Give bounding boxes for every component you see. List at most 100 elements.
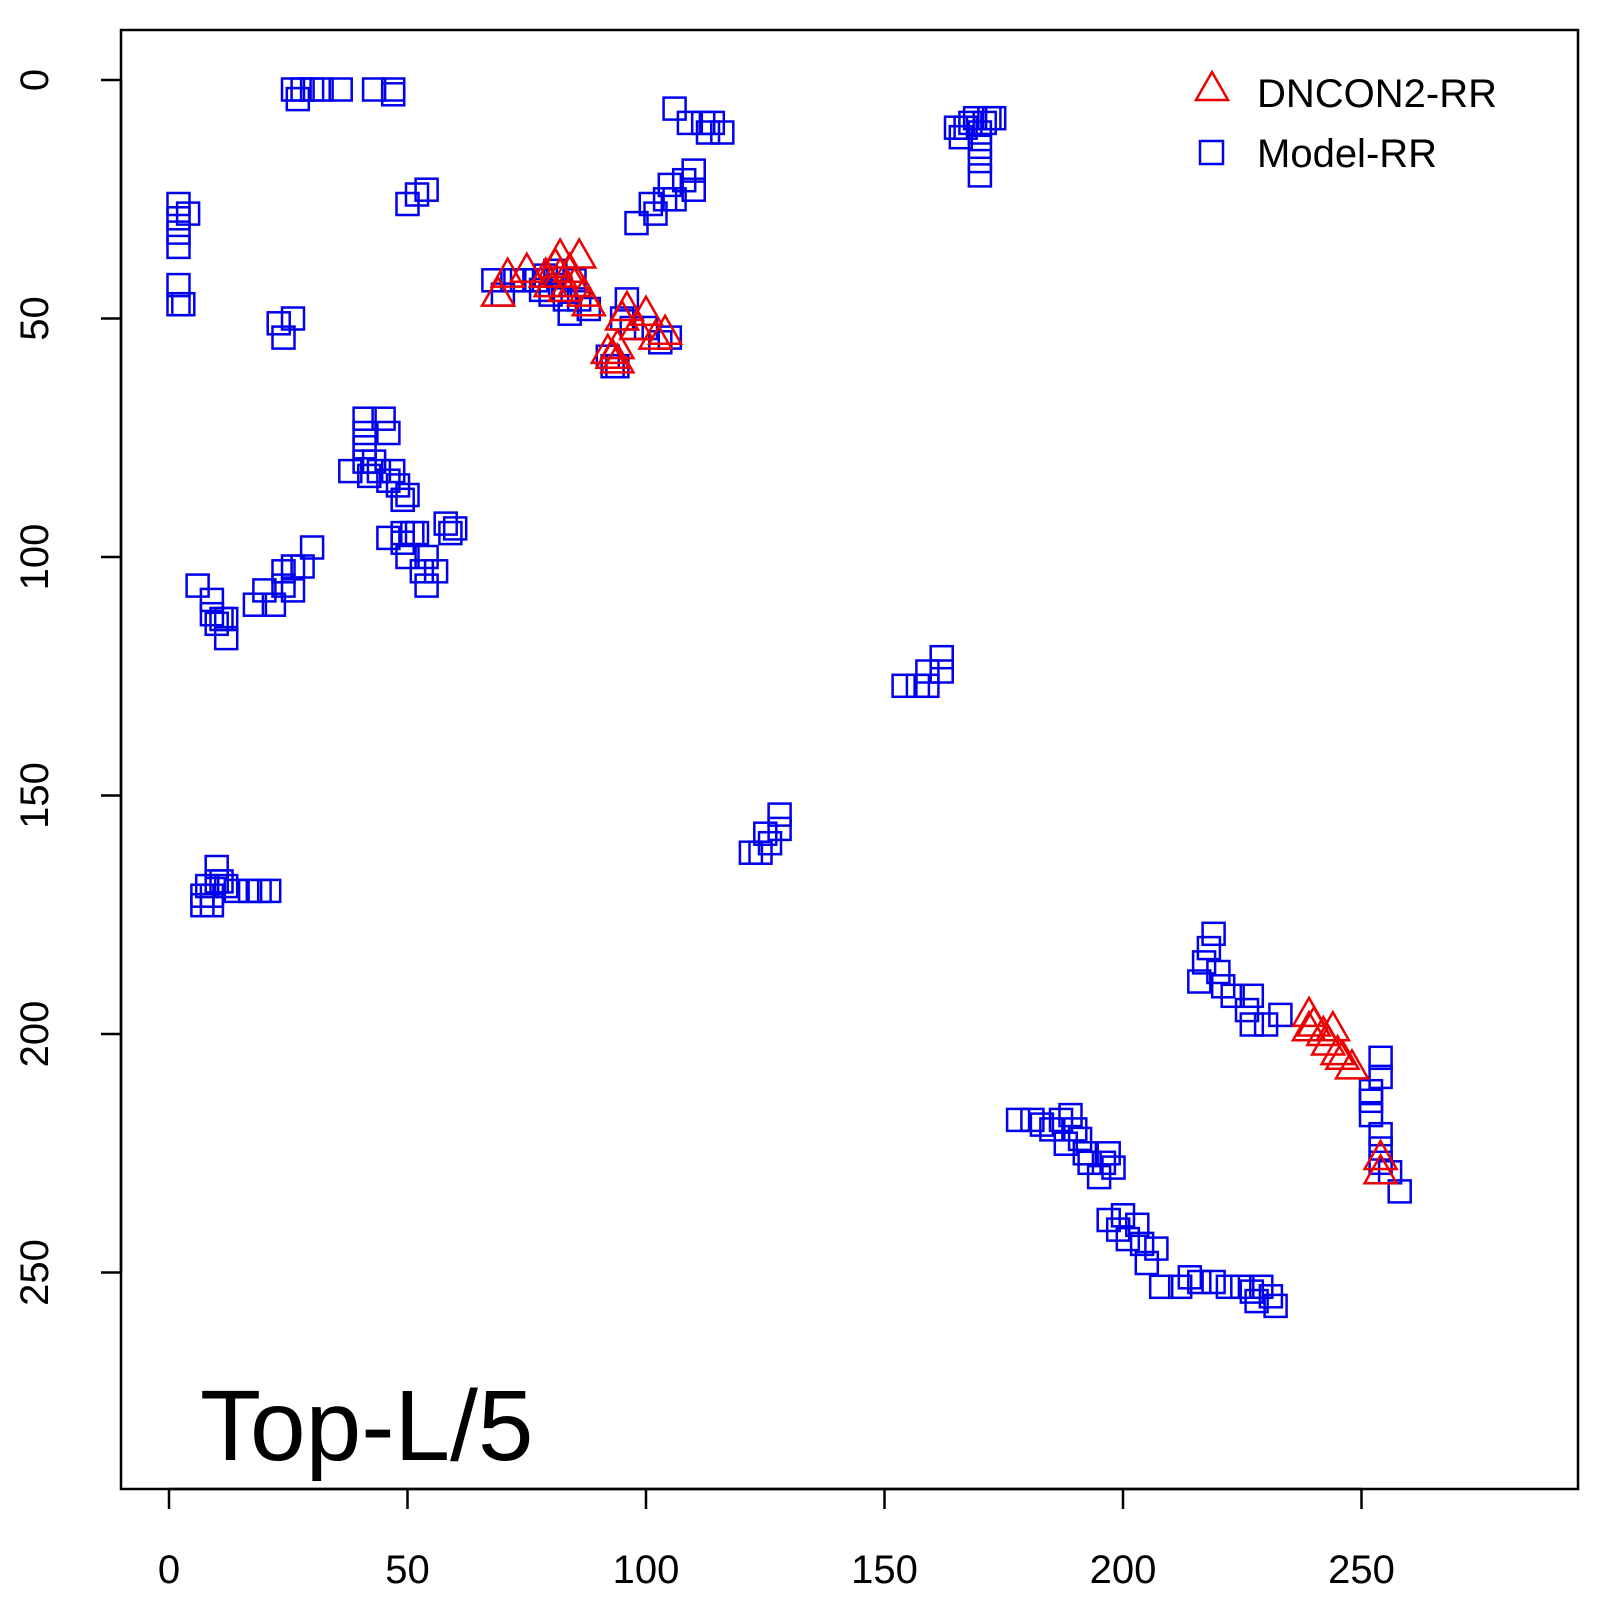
model-rr-point [256,878,282,904]
model-rr-point [1086,1164,1112,1190]
model-rr-point [967,163,993,188]
model-rr-point [929,644,954,670]
model-rr-point [1253,1012,1279,1037]
model-rr-point [552,287,578,312]
model-rr-point [414,177,439,202]
model-rr-point [638,191,664,217]
model-rr-point [1177,1265,1203,1290]
model-rr-point [1263,1293,1288,1319]
model-rr-point [261,592,287,617]
dncon2-rr-point [599,327,636,360]
model-rr-point [1067,1126,1093,1152]
model-rr-point [361,77,387,102]
model-rr-point [972,110,997,136]
model-rr-point [242,592,268,617]
model-rr-point [166,272,191,298]
model-rr-point [1048,1107,1074,1133]
model-rr-point [366,458,392,484]
model-rr-point [967,134,993,160]
legend-marker-dncon2-rr [1193,69,1231,102]
model-rr-point [438,520,463,546]
model-rr-point [681,177,706,202]
model-rr-point [213,606,239,632]
model-rr-point [1230,1274,1255,1300]
model-rr-point [1187,1269,1212,1295]
model-rr-point [1239,1012,1265,1037]
model-rr-point [481,268,506,293]
model-rr-point [290,554,315,579]
model-rr-point [1115,1226,1141,1252]
x-tick-label: 250 [1328,1548,1395,1592]
model-rr-point [280,578,306,603]
model-rr-point [1125,1212,1150,1238]
model-rr-point [1368,1121,1393,1147]
model-rr-point [1077,1150,1102,1176]
model-rr-point [1148,1274,1174,1300]
y-tick-label: 200 [13,1001,57,1068]
legend-label-dncon2-rr: DNCON2-RR [1257,72,1497,116]
model-rr-point [953,115,978,140]
model-rr-point [209,869,234,894]
model-rr-point [309,77,334,102]
model-rr-point [1020,1107,1045,1133]
dncon2-rr-point [546,270,584,303]
y-tick-label: 250 [13,1239,57,1306]
dncon2-rr-point [508,251,545,284]
dncon2-rr-point [1333,1047,1371,1080]
model-rr-point [657,172,683,198]
model-rr-point [538,282,563,307]
model-rr-point [1058,1102,1083,1128]
model-rr-point [199,601,225,627]
model-rr-point [1129,1231,1155,1257]
model-rr-point [442,516,468,541]
model-rr-point [385,473,411,498]
model-rr-point [671,167,697,193]
model-rr-point [1358,1088,1384,1114]
model-rr-point [1167,1274,1193,1300]
model-rr-point [390,530,415,555]
model-rr-point [1110,1203,1136,1228]
model-rr-point [271,325,296,350]
model-rr-point [767,802,792,827]
dncon2-rr-point [570,284,607,317]
x-tick-label: 150 [851,1548,918,1592]
model-rr-point [662,187,687,212]
model-rr-point [371,406,396,431]
dncon2-rr-point [541,236,579,269]
model-rr-point [414,573,439,598]
chart-annotation: Top-L/5 [200,1370,534,1482]
model-rr-point [962,105,988,131]
model-rr-point [175,201,201,226]
model-rr-point [700,110,726,136]
x-axis: 0 50 100 150 200 250 [158,1487,1395,1592]
model-rr-point [376,420,401,446]
model-rr-point [380,82,406,107]
model-rr-point [1387,1179,1412,1204]
model-rr-point [967,120,993,145]
model-rr-point [915,659,940,684]
model-rr-point [1258,1284,1284,1309]
model-rr-point [981,105,1007,131]
model-rr-point [338,458,363,484]
model-rr-point [748,840,773,865]
x-tick-label: 200 [1090,1548,1157,1592]
model-rr-point [681,158,706,183]
model-rr-point [1187,969,1212,994]
dncon2-rr-point [627,294,665,326]
model-rr-point [1215,1274,1241,1300]
model-rr-point [1005,1107,1031,1133]
legend-label-model-rr: Model-RR [1257,132,1437,176]
model-rr-point [433,511,458,536]
model-rr-point [1191,950,1217,975]
model-rr-point [285,86,311,112]
model-rr-point [967,148,993,174]
model-rr-point [1029,1112,1055,1137]
model-rr-point [395,191,420,217]
dncon2-rr-point [561,236,598,269]
model-rr-point [891,673,916,699]
model-rr-point [1368,1064,1393,1090]
model-rr-point [1268,1002,1293,1028]
model-rr-point [252,578,277,603]
model-rr-point [166,206,191,231]
